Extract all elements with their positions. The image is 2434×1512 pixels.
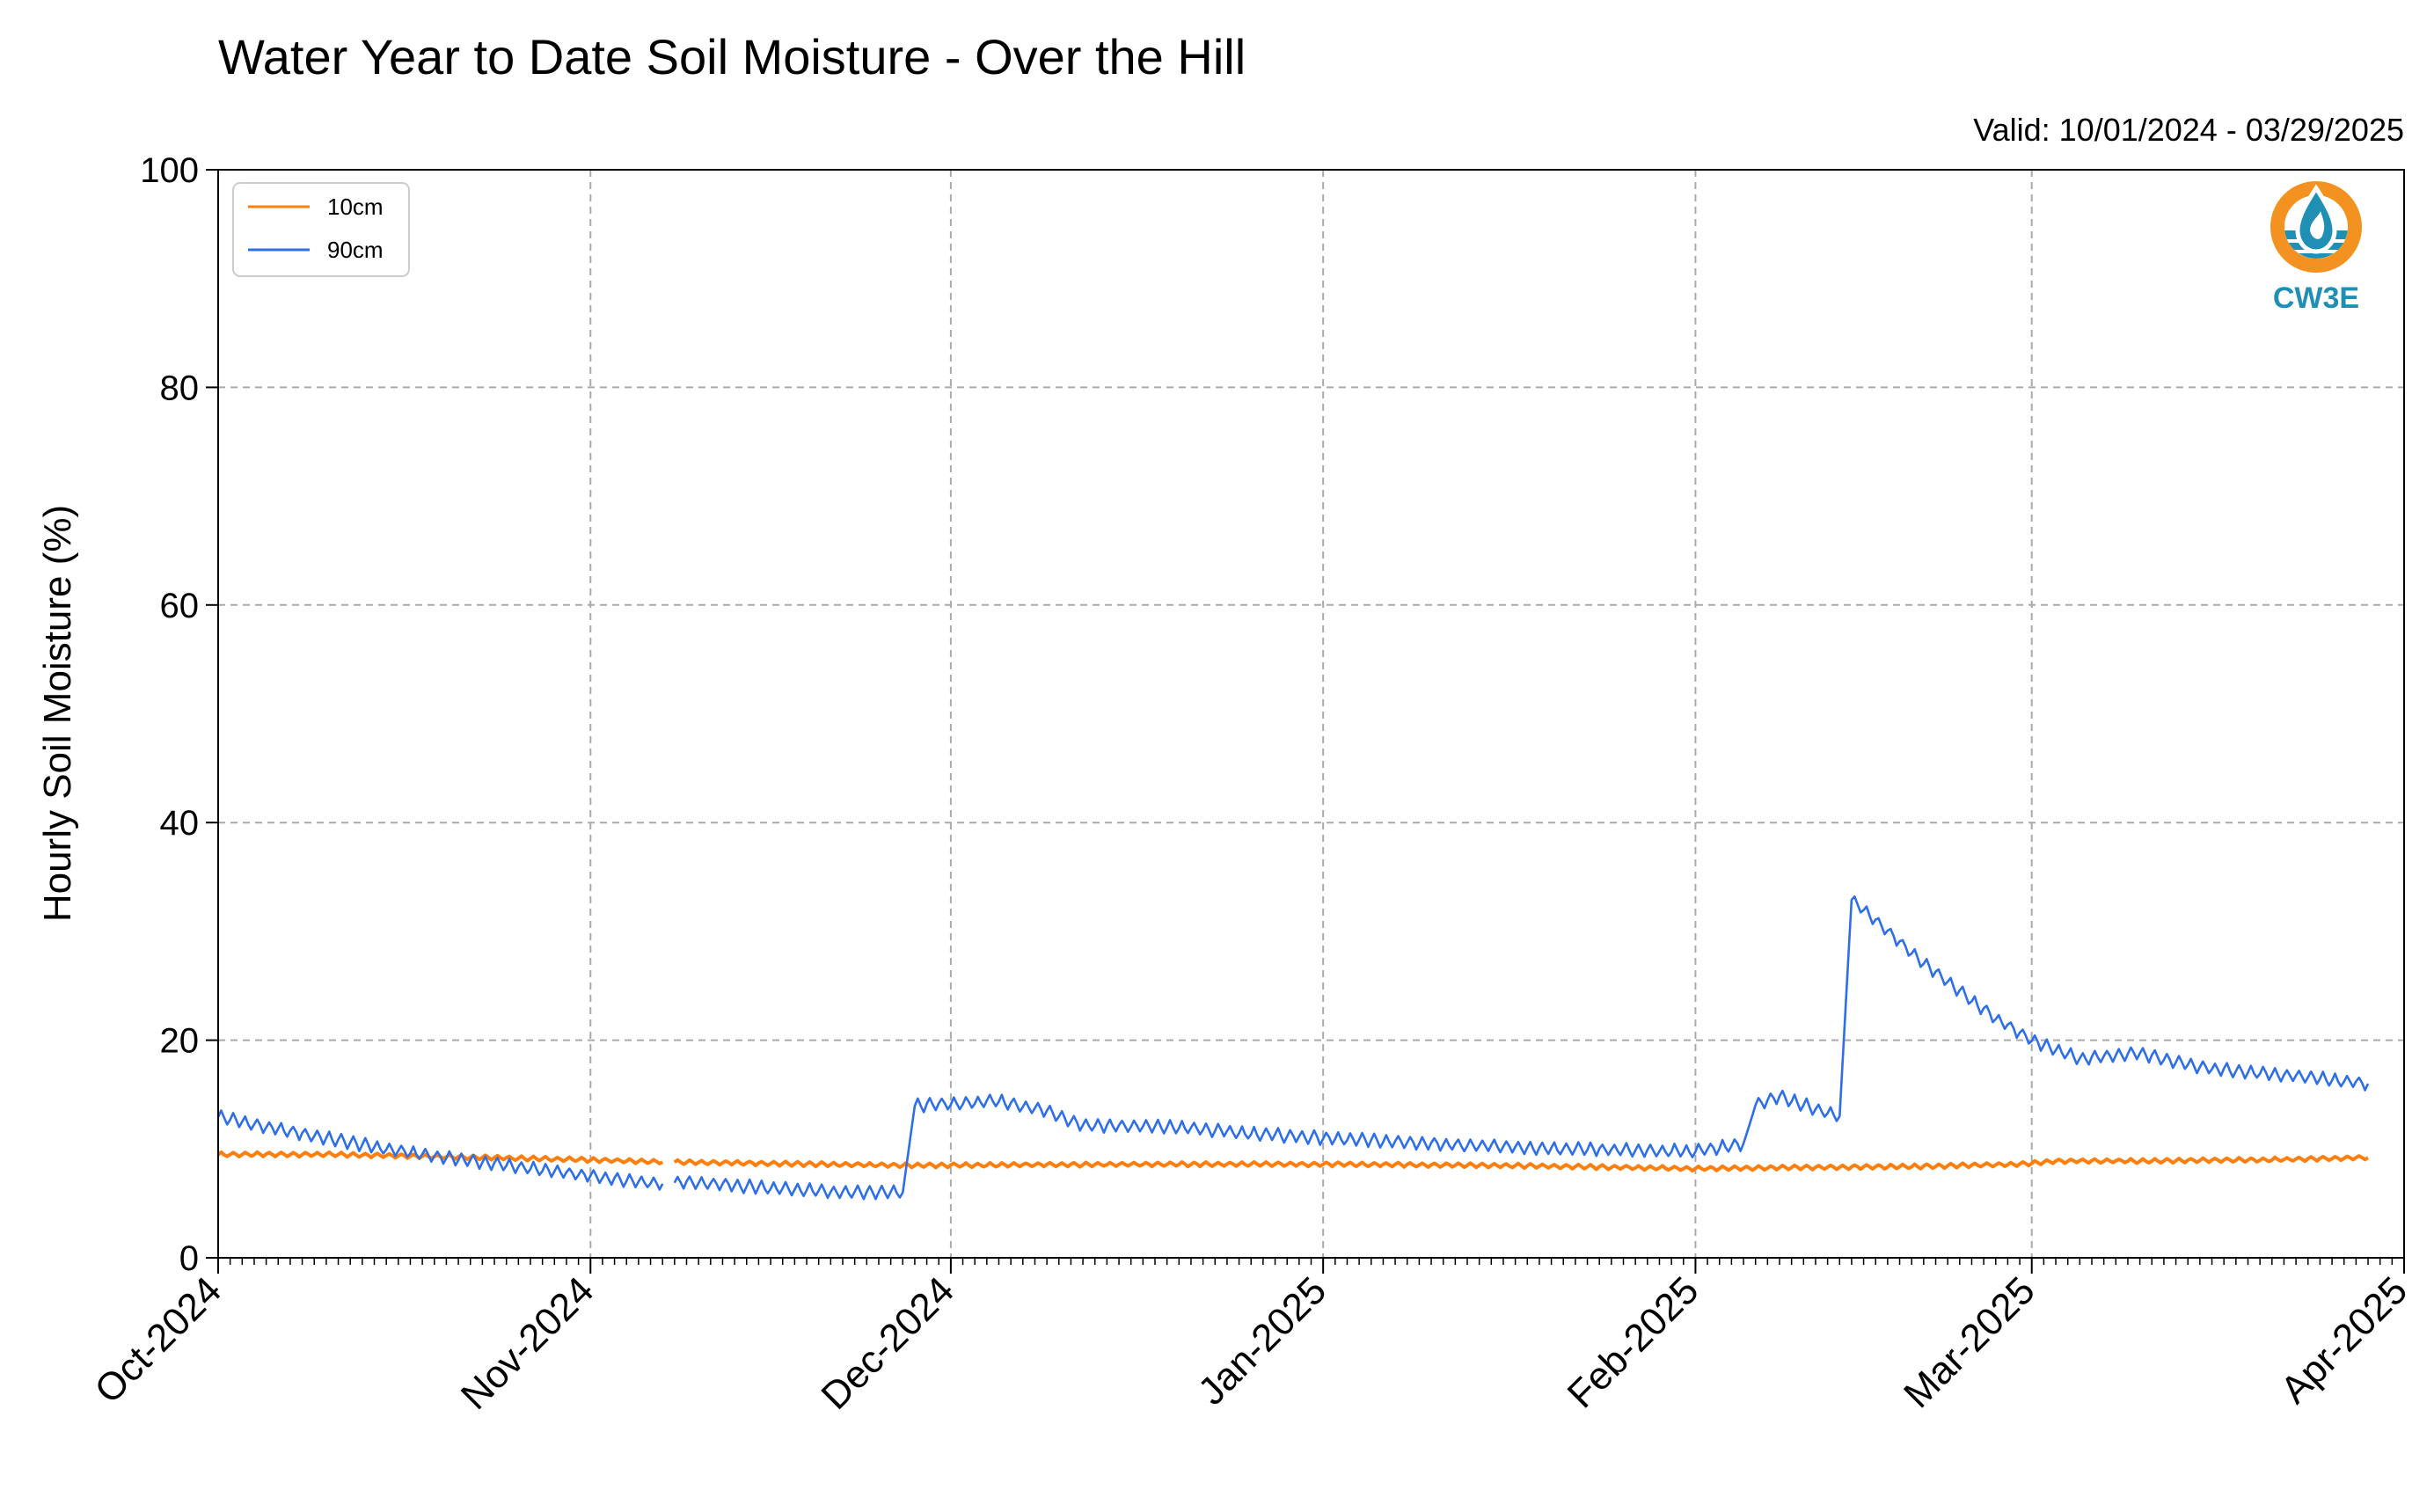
x-tick-label-Oct-2024: Oct-2024 xyxy=(86,1268,230,1412)
legend-label-10cm: 10cm xyxy=(327,194,384,220)
ticks-layer: 0 20 40 60 80 100 Oct-2024 Nov-2024 Dec-2024 Jan-… xyxy=(86,151,2416,1418)
grid-layer xyxy=(218,170,2404,1258)
legend-label-90cm: 90cm xyxy=(327,237,384,263)
y-tick-label-80: 80 xyxy=(160,369,200,407)
y-tick-label-0: 0 xyxy=(179,1239,199,1278)
y-tick-label-100: 100 xyxy=(140,151,199,190)
series-line-90cm-segment-0 xyxy=(216,1109,664,1191)
y-tick-label-60: 60 xyxy=(160,587,200,625)
series-line-10cm-segment-1 xyxy=(673,1154,2370,1173)
water-drop-sun-icon xyxy=(2270,181,2362,273)
x-tick-label-Nov-2024: Nov-2024 xyxy=(453,1268,603,1418)
legend: 10cm 90cm xyxy=(232,182,410,277)
y-axis-label: Hourly Soil Moisture (%) xyxy=(36,505,79,922)
valid-date-range: Valid: 10/01/2024 - 03/29/2025 xyxy=(1973,112,2404,148)
x-tick-label-Feb-2025: Feb-2025 xyxy=(1560,1268,1707,1416)
series-line-90cm-segment-1 xyxy=(673,895,2370,1201)
cw3e-logo: CW3E xyxy=(2270,181,2362,315)
logo-text: CW3E xyxy=(2273,281,2359,315)
plot-frame xyxy=(217,169,2405,1259)
y-tick-label-20: 20 xyxy=(160,1022,200,1061)
chart-title: Water Year to Date Soil Moisture - Over … xyxy=(218,29,1246,84)
x-tick-label-Mar-2025: Mar-2025 xyxy=(1896,1268,2043,1416)
x-tick-label-Jan-2025: Jan-2025 xyxy=(1190,1268,1334,1413)
y-tick-label-40: 40 xyxy=(160,804,200,843)
x-tick-label-Dec-2024: Dec-2024 xyxy=(813,1268,962,1418)
series-layer xyxy=(216,895,2370,1201)
x-tick-label-Apr-2025: Apr-2025 xyxy=(2272,1268,2416,1412)
